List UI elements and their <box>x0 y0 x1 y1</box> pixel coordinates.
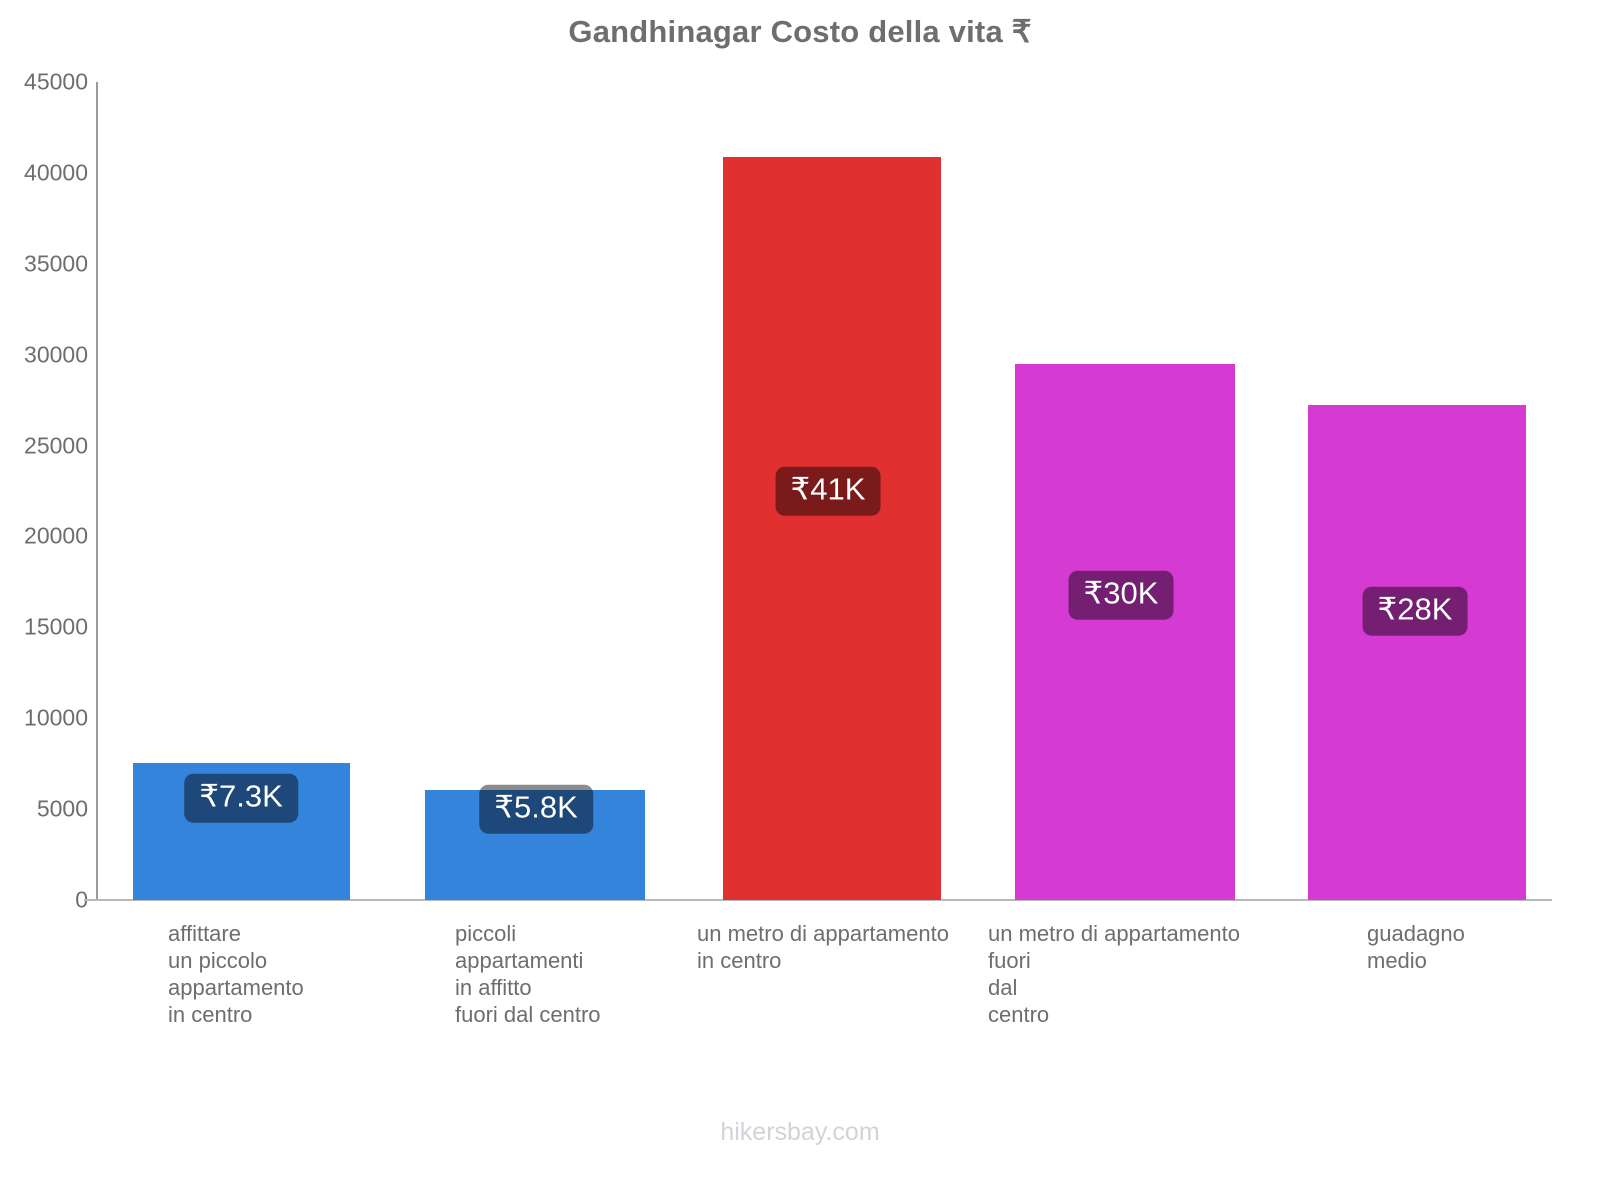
x-axis-label-line: guadagno <box>1367 921 1465 946</box>
bar-un-metro-di-appartamento-in-centro[interactable] <box>723 157 941 900</box>
value-badge-un-metro-di-appartamento-fuori-dal-centro: ₹30K <box>1068 570 1174 620</box>
bar-piccoli-appartamenti-in-affitto-fuori-dal-centro[interactable] <box>425 790 645 900</box>
x-axis-label-line: un piccolo <box>168 948 268 974</box>
x-axis-label-line: fuori <box>988 948 1031 974</box>
x-axis-label-line: dal <box>988 975 1018 1001</box>
bar-guadagno-medio[interactable] <box>1308 405 1526 900</box>
y-axis-tick-label: 10000 <box>24 704 88 731</box>
x-axis-label-line: medio <box>1367 948 1427 974</box>
y-axis-line <box>96 82 98 900</box>
x-axis-label-line: in centro <box>697 948 782 974</box>
x-axis-label-line: in centro <box>168 1002 253 1028</box>
x-axis-label-line: centro <box>988 1002 1050 1028</box>
x-axis-label-affittare-un-piccolo-appartamento-in-centro: affittare un piccolo appartamento in centro <box>168 920 304 1028</box>
y-axis-tick-label: 45000 <box>24 68 88 95</box>
y-axis-tick-label: 35000 <box>24 250 88 277</box>
x-axis-label-line: piccoli <box>455 921 517 946</box>
x-axis-label-line: appartamenti <box>455 948 584 974</box>
footer-credit: hikersbay.com <box>720 1118 880 1146</box>
x-axis-label-line: appartamento <box>168 975 304 1001</box>
x-axis-label-guadagno-medio: guadagno medio <box>1367 920 1465 974</box>
x-axis-label-line: in affitto <box>455 975 532 1001</box>
value-badge-guadagno-medio: ₹28K <box>1362 586 1468 636</box>
value-badge-un-metro-di-appartamento-in-centro: ₹41K <box>775 466 881 516</box>
value-badge-piccoli-appartamenti-in-affitto-fuori-dal-centro: ₹5.8K <box>479 784 593 834</box>
bar-un-metro-di-appartamento-fuori-dal-centro[interactable] <box>1015 364 1235 900</box>
x-axis-label-line: affittare <box>168 921 241 946</box>
y-axis-tick-label: 25000 <box>24 432 88 459</box>
y-axis-tick-label: 20000 <box>24 522 88 549</box>
x-axis-line <box>84 899 1552 901</box>
x-axis-label-line: fuori dal centro <box>455 1002 601 1028</box>
y-axis-tick-label: 40000 <box>24 159 88 186</box>
x-axis-label-piccoli-appartamenti-in-affitto-fuori-dal-centro: piccoli appartamenti in affitto fuori dal c… <box>455 920 601 1028</box>
page-title: Gandhinagar Costo della vita ₹ <box>568 14 1032 49</box>
y-axis-tick-label: 5000 <box>36 795 88 822</box>
x-axis-label-line: un metro di appartamento <box>697 921 949 946</box>
x-axis-label-line: un metro di appartamento <box>988 921 1240 946</box>
x-axis-label-un-metro-di-appartamento-in-centro: un metro di appartamento in centro <box>697 920 949 974</box>
bar-affittare-un-piccolo-appartamento-in-centro[interactable] <box>133 763 350 900</box>
x-axis-label-un-metro-di-appartamento-fuori-dal-centro: un metro di appartamento fuori dal centro <box>988 920 1240 1028</box>
y-axis-tick-label: 0 <box>75 886 88 913</box>
y-axis-tick-label: 30000 <box>24 341 88 368</box>
y-axis-tick-mark <box>84 899 96 901</box>
y-axis-tick-label: 15000 <box>24 613 88 640</box>
value-badge-affittare-un-piccolo-appartamento-in-centro: ₹7.3K <box>184 773 298 823</box>
